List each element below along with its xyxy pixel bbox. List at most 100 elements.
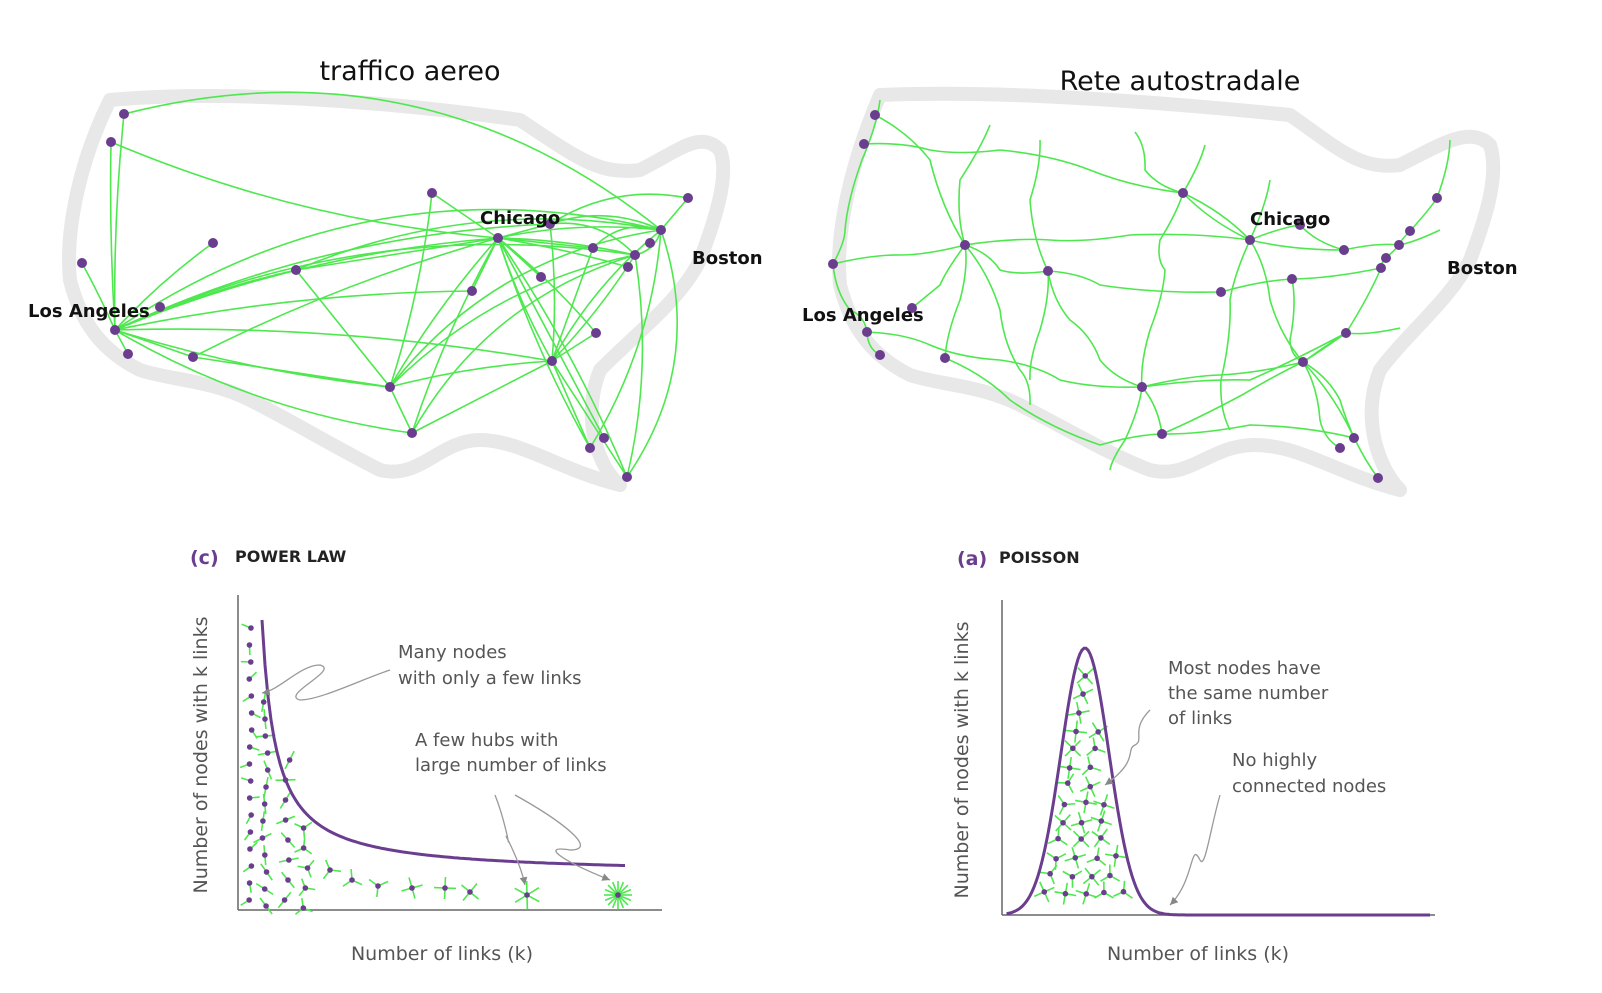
highway-map: Rete autostradale Chicago Boston Los Ang… <box>802 66 1518 497</box>
poisson-glyph <box>1058 756 1081 779</box>
highway-route-15 <box>1302 361 1355 439</box>
highway-route-8 <box>863 142 1251 241</box>
air-route-chi-den <box>295 237 499 271</box>
air-route-sea-la <box>113 113 125 331</box>
air-node-sd <box>123 349 133 359</box>
air-nodes <box>77 109 693 482</box>
air-route-atl-det <box>549 223 556 362</box>
highway-node-cle <box>1295 220 1305 230</box>
air-node-slc <box>208 238 218 248</box>
highway-route-2 <box>832 229 1441 265</box>
power-glyph <box>242 693 255 703</box>
power-glyph <box>257 750 278 756</box>
power-glyph <box>280 832 296 848</box>
highway-node-bos2 <box>1405 226 1415 236</box>
highway-node-sea <box>870 110 880 120</box>
highway-node-jax <box>1349 433 1359 443</box>
power-glyph <box>242 863 255 873</box>
power-glyph <box>294 897 313 915</box>
power-glyph <box>253 832 272 844</box>
power-hub-glyph <box>514 880 540 910</box>
power-glyph <box>297 859 315 878</box>
power-glyph <box>294 837 313 855</box>
air-node-bos <box>656 225 666 235</box>
air-route-bos-det <box>549 214 662 231</box>
air-route-ny-mia <box>626 254 644 478</box>
air-route-atl-cle <box>551 247 594 362</box>
power-panel-name: POWER LAW <box>235 547 347 566</box>
air-route-ny-hou <box>411 254 636 434</box>
air-route-la-den <box>114 269 297 331</box>
highway-node-chi <box>1245 235 1255 245</box>
air-label-boston: Boston <box>692 248 763 269</box>
power-glyph <box>263 760 273 780</box>
poisson-panel-name: POISSON <box>999 548 1080 567</box>
power-glyph <box>246 744 260 751</box>
air-route-la-atl <box>114 328 553 362</box>
poisson-y-label: Number of nodes with k links <box>951 622 973 899</box>
air-node-sf <box>77 258 87 268</box>
poisson-panel: (a) POISSON Number of nodes with k links… <box>951 548 1435 965</box>
air-route-atl-dal <box>389 360 553 388</box>
air-route-bos-mia <box>626 229 679 478</box>
highway-route-1 <box>874 114 1355 446</box>
poisson-glyph <box>1075 883 1097 905</box>
power-glyph <box>262 844 268 866</box>
highway-route-5 <box>958 124 1031 406</box>
air-label-chicago: Chicago <box>480 208 560 229</box>
air-node-la <box>110 325 120 335</box>
highway-node-mia <box>1373 473 1383 483</box>
air-node-me <box>683 193 693 203</box>
poisson-glyph <box>1091 828 1111 848</box>
power-glyph <box>280 871 295 889</box>
highway-node-phx <box>940 353 950 363</box>
poisson-glyph <box>1057 794 1076 815</box>
air-node-dal <box>385 382 395 392</box>
air-node-det <box>545 219 555 229</box>
highway-route-13 <box>1161 197 1438 435</box>
power-glyph <box>401 877 423 899</box>
air-node-bos2 <box>645 238 655 248</box>
air-route-dal-phx <box>192 356 391 388</box>
power-glyph <box>322 859 342 880</box>
road-label-boston: Boston <box>1447 258 1518 279</box>
road-label-los-angeles: Los Angeles <box>802 305 924 326</box>
highway-route-6 <box>1029 139 1050 381</box>
power-glyph <box>239 761 253 769</box>
air-route-la-slc <box>114 242 214 331</box>
air-route-bos-orl <box>589 229 662 449</box>
power-x-label: Number of links (k) <box>351 943 533 965</box>
air-route-la-det <box>114 223 551 331</box>
poisson-glyph <box>1070 811 1093 834</box>
poisson-curve <box>1006 646 1430 917</box>
highway-node-hou <box>1157 429 1167 439</box>
poisson-glyph <box>1054 882 1077 905</box>
highway-route-10 <box>1220 179 1271 431</box>
highway-node-sd <box>875 350 885 360</box>
road-label-chicago: Chicago <box>1250 209 1330 230</box>
highway-node-pit <box>1376 263 1386 273</box>
power-annotation-many-nodes: Many nodes with only a few links <box>398 642 582 689</box>
power-node-glyphs <box>239 623 632 915</box>
highway-node-ny3 <box>1381 253 1391 263</box>
highway-node-ral <box>1341 328 1351 338</box>
poisson-glyph <box>1056 773 1075 794</box>
air-route-dal-hou <box>389 386 413 434</box>
highway-route-16 <box>1141 332 1347 388</box>
power-glyph <box>241 623 254 631</box>
poisson-glyph <box>1100 864 1120 882</box>
air-route-chi-ny <box>497 237 636 256</box>
air-node-nas <box>536 272 546 282</box>
power-glyph <box>246 642 253 656</box>
power-glyph <box>278 857 299 863</box>
power-glyph <box>284 750 295 770</box>
air-route-chi-bos <box>497 226 662 239</box>
poisson-x-label: Number of links (k) <box>1107 943 1289 965</box>
poisson-glyph <box>1086 737 1106 756</box>
highway-route-17 <box>1047 270 1163 435</box>
air-node-por <box>106 137 116 147</box>
air-node-pit <box>623 262 633 272</box>
power-glyph <box>276 815 296 825</box>
poisson-node-glyphs <box>1033 667 1133 905</box>
